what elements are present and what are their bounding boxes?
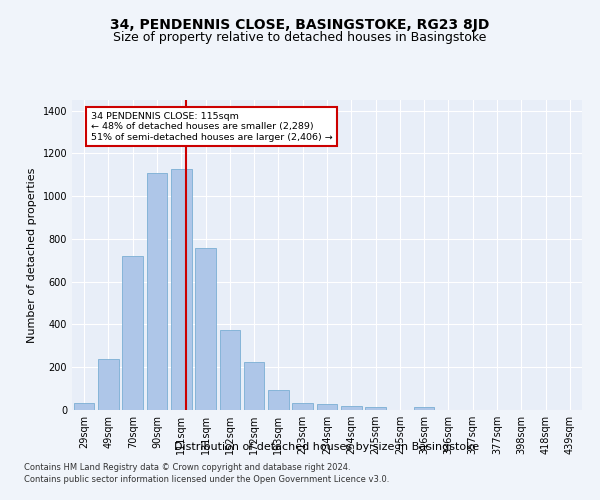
Bar [98, 360, 119, 410]
Text: Distribution of detached houses by size in Basingstoke: Distribution of detached houses by size … [175, 442, 479, 452]
Bar [220, 330, 240, 410]
Bar [414, 407, 434, 410]
Text: Contains public sector information licensed under the Open Government Licence v3: Contains public sector information licen… [24, 475, 389, 484]
Bar [171, 170, 191, 410]
Text: 34 PENDENNIS CLOSE: 115sqm
← 48% of detached houses are smaller (2,289)
51% of s: 34 PENDENNIS CLOSE: 115sqm ← 48% of deta… [91, 112, 332, 142]
Bar [341, 406, 362, 410]
Bar [268, 390, 289, 410]
Bar [365, 407, 386, 410]
Bar [74, 402, 94, 410]
Bar [146, 172, 167, 410]
Text: Size of property relative to detached houses in Basingstoke: Size of property relative to detached ho… [113, 31, 487, 44]
Bar [122, 256, 143, 410]
Bar [244, 362, 265, 410]
Bar [292, 403, 313, 410]
Y-axis label: Number of detached properties: Number of detached properties [27, 168, 37, 342]
Bar [195, 248, 216, 410]
Bar [317, 404, 337, 410]
Text: Contains HM Land Registry data © Crown copyright and database right 2024.: Contains HM Land Registry data © Crown c… [24, 464, 350, 472]
Text: 34, PENDENNIS CLOSE, BASINGSTOKE, RG23 8JD: 34, PENDENNIS CLOSE, BASINGSTOKE, RG23 8… [110, 18, 490, 32]
